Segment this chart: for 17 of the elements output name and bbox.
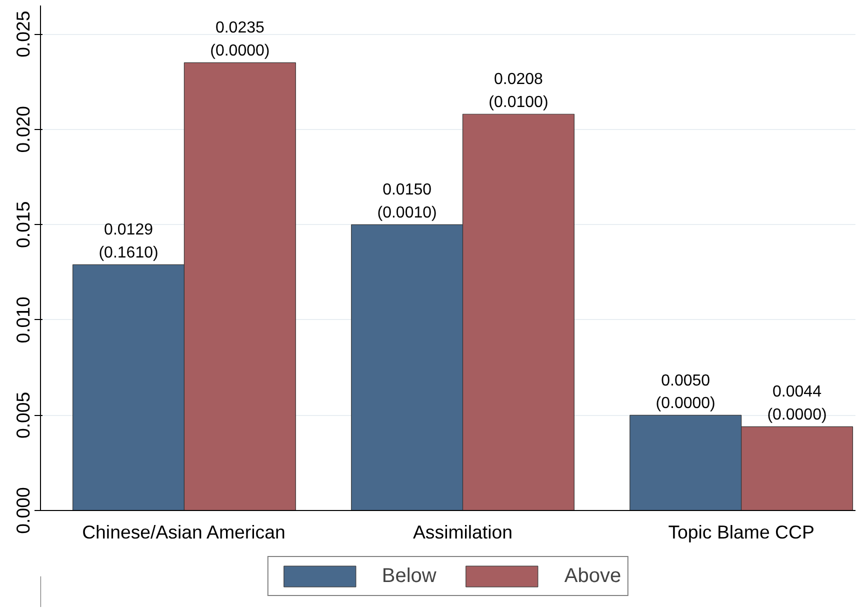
y-tick-label: 0.025	[12, 10, 34, 58]
x-tick-label: Assimilation	[412, 522, 513, 542]
y-tick-label: 0.010	[12, 296, 34, 344]
data-label: 0.0208 (0.0100)	[488, 71, 548, 112]
legend-label: Below	[382, 564, 436, 588]
data-label: 0.0235 (0.0000)	[210, 20, 270, 60]
data-label: 0.0129 (0.1610)	[98, 222, 158, 262]
data-label: 0.0150 (0.0010)	[377, 182, 437, 222]
y-tick-label: 0.005	[12, 392, 34, 439]
x-tick-label: Chinese/Asian American	[82, 522, 286, 542]
y-tick-label: 0.015	[12, 201, 34, 248]
legend-label: Above	[564, 564, 622, 588]
data-label: 0.0044 (0.0000)	[767, 384, 827, 424]
data-label: 0.0050 (0.0000)	[656, 372, 716, 412]
y-tick-label: 0.020	[12, 106, 34, 153]
x-tick-label: Topic Blame CCP	[668, 522, 814, 542]
y-tick-label: 0.000	[12, 487, 34, 534]
